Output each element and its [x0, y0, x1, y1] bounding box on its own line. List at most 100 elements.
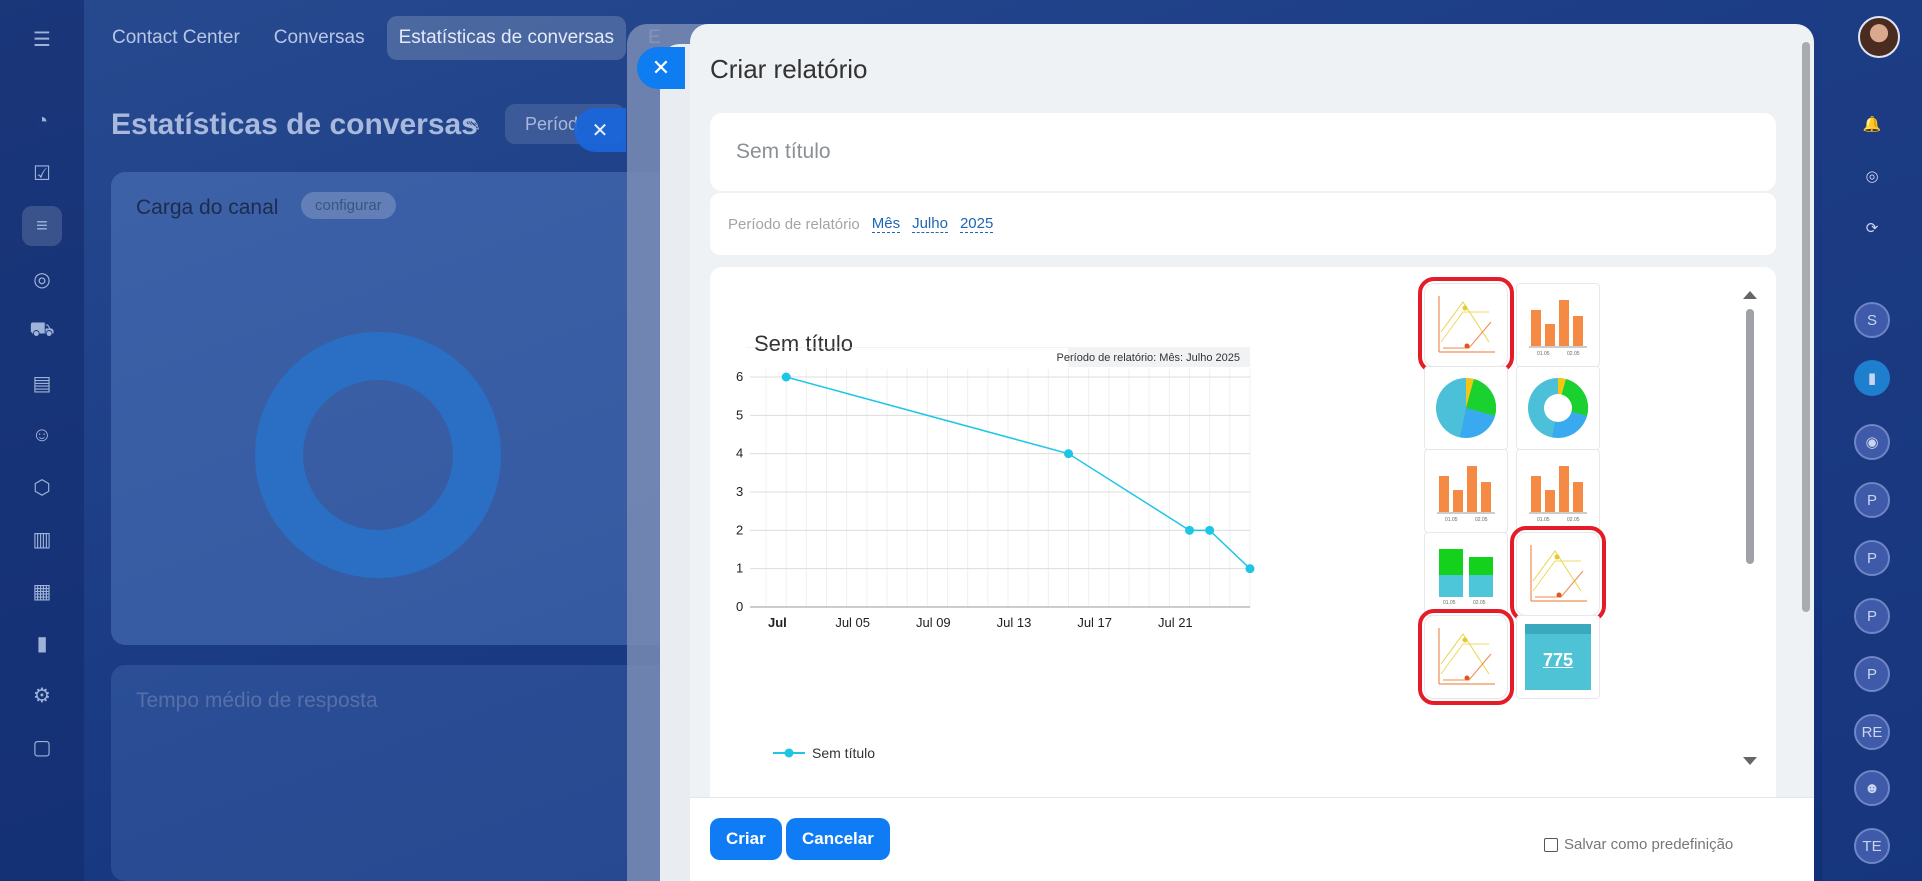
- gallery-scrollbar[interactable]: [1746, 309, 1754, 564]
- avatar-p2[interactable]: P: [1854, 540, 1890, 576]
- box-icon[interactable]: ⬡: [33, 476, 51, 499]
- channel-load-card: Carga do canal configurar: [111, 172, 671, 645]
- chart-type-pie-thumbnail[interactable]: [1424, 366, 1508, 450]
- legend-label: Sem título: [812, 745, 876, 761]
- chart-type-bar-thumbnail[interactable]: 01.05 02.05: [1516, 449, 1600, 533]
- calendar-icon[interactable]: ▦: [32, 580, 52, 603]
- period-label: Período de relatório: [728, 215, 860, 233]
- data-point: [1205, 525, 1215, 535]
- legend-line-icon: [773, 748, 805, 758]
- bell-icon[interactable]: 🔔: [1862, 116, 1882, 133]
- cart-icon[interactable]: ⛟: [29, 318, 55, 341]
- tasks-icon[interactable]: ☑: [33, 162, 51, 185]
- building-icon[interactable]: ▥: [32, 528, 52, 551]
- data-point: [1064, 449, 1073, 459]
- chart-legend[interactable]: Sem título: [772, 745, 875, 761]
- document-icon[interactable]: ▢: [32, 736, 52, 759]
- report-title-box: [710, 113, 1776, 191]
- report-title-input[interactable]: [710, 113, 1776, 191]
- dialog-footer: Criar Cancelar Salvar como predefinição: [690, 797, 1814, 881]
- copilot-icon[interactable]: ◉: [1854, 424, 1890, 460]
- chart-type-bar-thumbnail[interactable]: 01.05 02.05: [1424, 449, 1508, 533]
- svg-text:01.05: 01.05: [1445, 517, 1458, 523]
- scroll-down-icon[interactable]: [1743, 757, 1757, 765]
- left-rail: ☰ ◔ ☑ ≡ ◎ ⛟ ▤ ☺ ⬡ ▥ ▦ ▮ ⚙ ▢: [0, 0, 84, 881]
- number-value: 775: [1542, 650, 1574, 670]
- avatar-p4[interactable]: P: [1854, 656, 1890, 692]
- svg-text:02.05: 02.05: [1473, 600, 1486, 606]
- svg-text:02.05: 02.05: [1475, 517, 1488, 523]
- tab-conversas[interactable]: Conversas: [273, 27, 365, 48]
- x-tick-label: Jul: [768, 615, 787, 630]
- menu-icon[interactable]: ☰: [33, 28, 51, 51]
- line-chart: Período de relatório: Mês: Julho 2025 0 1 2…: [736, 347, 1255, 630]
- period-type-link[interactable]: Mês: [871, 215, 901, 233]
- data-point: [1185, 525, 1194, 535]
- chart-type-line-thumbnail[interactable]: [1418, 609, 1514, 705]
- target-icon[interactable]: ◎: [33, 268, 51, 291]
- user-avatar[interactable]: [1858, 16, 1900, 58]
- tab-contact-center[interactable]: Contact Center: [112, 27, 240, 48]
- avatar-cat[interactable]: ☻: [1854, 770, 1890, 806]
- chart-type-donut-thumbnail[interactable]: [1516, 366, 1600, 450]
- y-tick-label: 0: [736, 599, 743, 614]
- sync-icon[interactable]: ⟳: [1865, 220, 1879, 237]
- chart-type-stacked-bar-thumbnail[interactable]: 01.05 02.05: [1424, 532, 1508, 616]
- svg-text:01.05: 01.05: [1443, 600, 1456, 606]
- dialog-title: Criar relatório: [710, 54, 868, 84]
- x-tick-label: Jul 05: [835, 615, 870, 630]
- chart-type-gallery: 01.05 02.05 01.05 02.05 01.05 02.05 01.05 02.05…: [1418, 277, 1760, 779]
- svg-text:01.05: 01.05: [1537, 351, 1550, 357]
- chart-icon[interactable]: ▮: [36, 632, 48, 655]
- right-rail: 🔔 ◎ ⟳ S ▮ ◉ P P P P RE ☻ TE: [1822, 0, 1922, 881]
- chart-type-bar-thumbnail[interactable]: 01.05 02.05: [1516, 283, 1600, 367]
- scroll-up-icon[interactable]: [1743, 291, 1757, 299]
- period-month-link[interactable]: Julho: [912, 215, 948, 233]
- y-tick-label: 3: [736, 484, 743, 499]
- tab-estatisticas[interactable]: Estatísticas de conversas: [386, 16, 627, 60]
- y-tick-label: 2: [736, 522, 743, 537]
- x-tick-label: Jul 13: [997, 615, 1032, 630]
- create-button[interactable]: Criar: [710, 818, 782, 860]
- pin-icon[interactable]: ✎: [466, 115, 482, 135]
- x-tick-label: Jul 17: [1077, 615, 1112, 630]
- avatar-p3[interactable]: P: [1854, 598, 1890, 634]
- response-time-card: Tempo médio de resposta: [111, 665, 671, 881]
- dialog-scrollbar[interactable]: [1798, 42, 1814, 881]
- filter-icon[interactable]: ≡: [22, 206, 62, 246]
- close-icon[interactable]: ✕: [574, 108, 626, 152]
- robot-icon[interactable]: ☺: [31, 423, 53, 446]
- series-line: [785, 376, 1251, 570]
- svg-text:02.05: 02.05: [1567, 517, 1580, 523]
- scrollbar-thumb[interactable]: [1802, 42, 1810, 612]
- chart-type-line-thumbnail[interactable]: [1418, 277, 1514, 373]
- svg-text:01.05: 01.05: [1537, 517, 1550, 523]
- create-report-dialog: Criar relatório Período de relatório Mês…: [690, 24, 1814, 881]
- svg-text:02.05: 02.05: [1567, 351, 1580, 357]
- chart-type-line-thumbnail[interactable]: [1510, 526, 1606, 622]
- target-icon[interactable]: ◎: [1865, 168, 1879, 185]
- chart-type-number-thumbnail[interactable]: 775: [1516, 615, 1600, 699]
- avatar-p1[interactable]: P: [1854, 482, 1890, 518]
- period-badge: Período de relatório: Mês: Julho 2025: [1057, 352, 1240, 364]
- chart-preview-area: Sem título Período de relatório: Mês: Ju…: [710, 267, 1776, 797]
- avatar-te[interactable]: TE: [1854, 828, 1890, 864]
- avatar-re[interactable]: RE: [1854, 714, 1890, 750]
- avatar-s[interactable]: S: [1854, 302, 1890, 338]
- bookmark-icon[interactable]: ▮: [1854, 360, 1890, 396]
- settings-icon[interactable]: ⚙: [33, 684, 51, 707]
- top-nav: Contact Center Conversas Estatísticas de…: [100, 16, 673, 60]
- card-title: Tempo médio de resposta: [136, 689, 378, 712]
- x-tick-label: Jul 09: [916, 615, 951, 630]
- crm-icon[interactable]: ◔: [35, 109, 49, 132]
- configure-button[interactable]: configurar: [301, 192, 396, 219]
- y-tick-label: 4: [736, 446, 743, 461]
- period-badge-bg: [1068, 347, 1250, 367]
- data-point: [781, 372, 791, 382]
- card-icon[interactable]: ▤: [32, 372, 52, 395]
- save-default-checkbox[interactable]: [1544, 837, 1558, 852]
- save-default-option[interactable]: Salvar como predefinição: [1544, 836, 1733, 853]
- close-icon[interactable]: ✕: [637, 47, 685, 89]
- period-year-link[interactable]: 2025: [959, 215, 994, 233]
- cancel-button[interactable]: Cancelar: [786, 818, 890, 860]
